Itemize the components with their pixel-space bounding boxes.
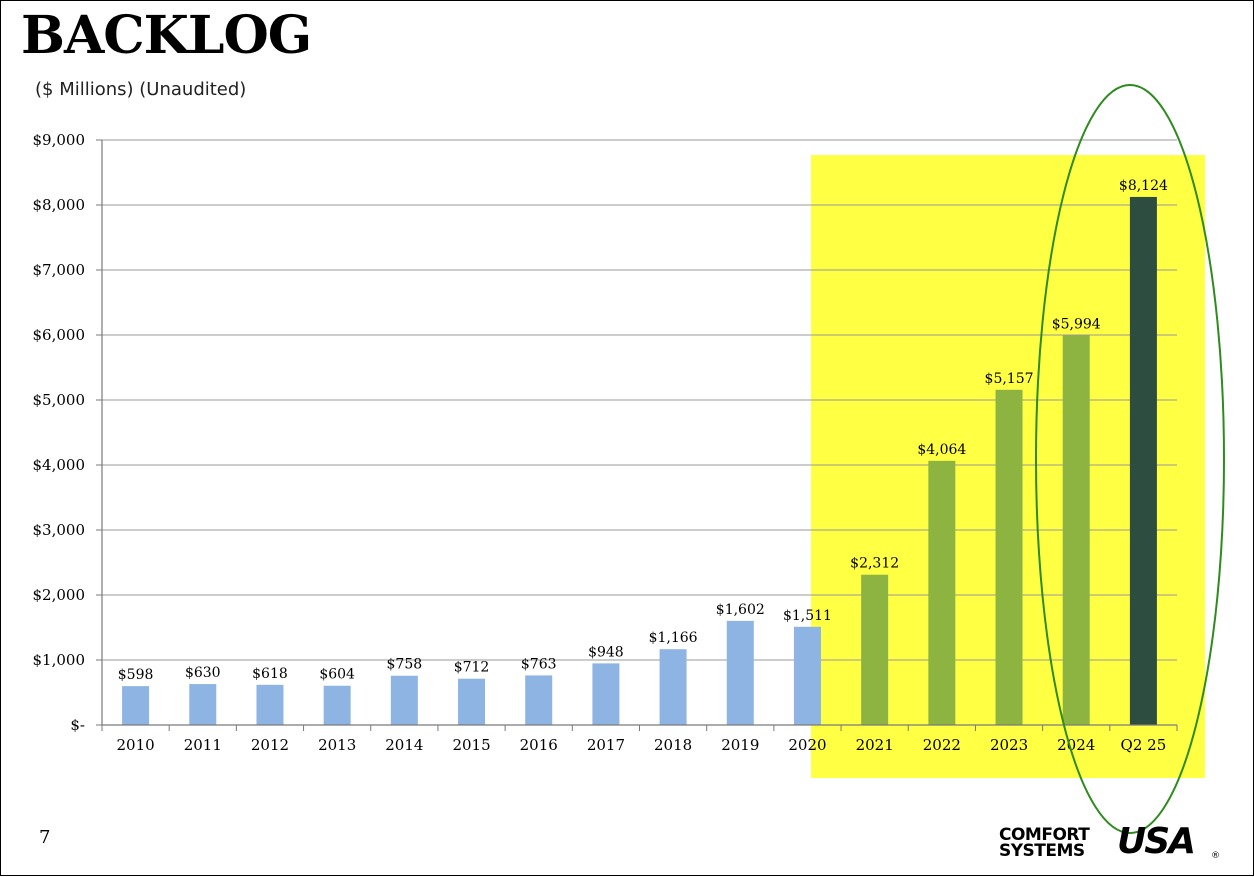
x-tick-label: 2016 (520, 736, 558, 754)
highlight-ellipse (1035, 84, 1225, 834)
y-tick-label: $6,000 (33, 326, 86, 344)
bar-data-label: $5,157 (985, 371, 1034, 387)
bar (458, 678, 486, 725)
x-tick-label: 2011 (184, 736, 222, 754)
bar (189, 684, 217, 725)
bar (928, 460, 956, 725)
bar-data-label: $598 (118, 667, 154, 683)
bar-data-label: $630 (185, 665, 221, 681)
bar-data-label: $2,312 (850, 556, 899, 572)
y-tick-label: $1,000 (33, 651, 86, 669)
y-tick-label: $4,000 (33, 456, 86, 474)
x-tick-label: 2013 (318, 736, 356, 754)
bar-data-label: $5,994 (1052, 316, 1101, 332)
slide-subtitle: ($ Millions) (Unaudited) (35, 79, 247, 100)
bar (390, 675, 418, 725)
y-tick-label: $3,000 (33, 521, 86, 539)
data-labels: $598 $630 $618 $604 $758 $712 $763 $948 $1,166 $1… (118, 178, 1168, 683)
x-axis-ticks: 2010 2011 2012 2013 2014 2015 2016 2017 2018 2019… (101, 725, 1178, 754)
bar-data-label: $618 (252, 666, 288, 682)
bar (861, 574, 889, 725)
logo-usa-mark: USA (1117, 821, 1196, 862)
bar-data-label: $604 (319, 667, 355, 683)
bar-data-label: $763 (521, 656, 557, 672)
y-tick-label: $5,000 (33, 391, 86, 409)
bar-data-label: $1,602 (716, 602, 765, 618)
x-tick-label: Q2 25 (1121, 736, 1167, 754)
x-tick-label: 2012 (251, 736, 289, 754)
x-tick-label: 2024 (1057, 736, 1095, 754)
page-number: 7 (39, 827, 51, 848)
x-tick-label: 2022 (923, 736, 961, 754)
logo-line-1: COMFORT (999, 825, 1090, 845)
bar (1129, 196, 1157, 725)
y-tick-label: $- (70, 716, 85, 734)
y-tick-label: $9,000 (33, 131, 86, 149)
bar (122, 686, 150, 725)
x-tick-label: 2017 (587, 736, 625, 754)
y-tick-label: $7,000 (33, 261, 86, 279)
slide-title: BACKLOG (21, 5, 312, 66)
logo-wordmark: COMFORT SYSTEMS (999, 825, 1090, 861)
x-tick-label: 2014 (385, 736, 423, 754)
bar (793, 626, 821, 725)
bar (995, 389, 1023, 725)
x-tick-label: 2020 (788, 736, 826, 754)
bar (323, 685, 351, 725)
company-logo: COMFORT SYSTEMS USA ® (999, 821, 1221, 863)
bar-data-label: $8,124 (1119, 178, 1168, 194)
bar (592, 663, 620, 725)
x-tick-label: 2021 (856, 736, 894, 754)
bar-data-label: $712 (454, 660, 490, 676)
logo-registered-mark: ® (1211, 851, 1220, 861)
bar (726, 620, 754, 725)
bar (256, 684, 284, 725)
x-tick-label: 2018 (654, 736, 692, 754)
bar (525, 675, 553, 725)
x-tick-label: 2010 (117, 736, 155, 754)
bar (1062, 335, 1090, 725)
logo-line-2: SYSTEMS (999, 841, 1085, 861)
bar-data-label: $758 (387, 657, 423, 673)
x-tick-label: 2015 (452, 736, 490, 754)
y-axis-ticks: $- $1,000 $2,000 $3,000 $4,000 $5,000 $6,000 $7… (33, 131, 102, 734)
x-tick-label: 2023 (990, 736, 1028, 754)
bar (659, 649, 687, 725)
x-tick-label: 2019 (721, 736, 759, 754)
bar-data-label: $1,511 (783, 608, 832, 624)
bar-data-label: $948 (588, 644, 624, 660)
y-tick-label: $8,000 (33, 196, 86, 214)
bars (122, 196, 1157, 725)
bar-data-label: $4,064 (917, 442, 966, 458)
y-tick-label: $2,000 (33, 586, 86, 604)
bar-data-label: $1,166 (649, 630, 698, 646)
